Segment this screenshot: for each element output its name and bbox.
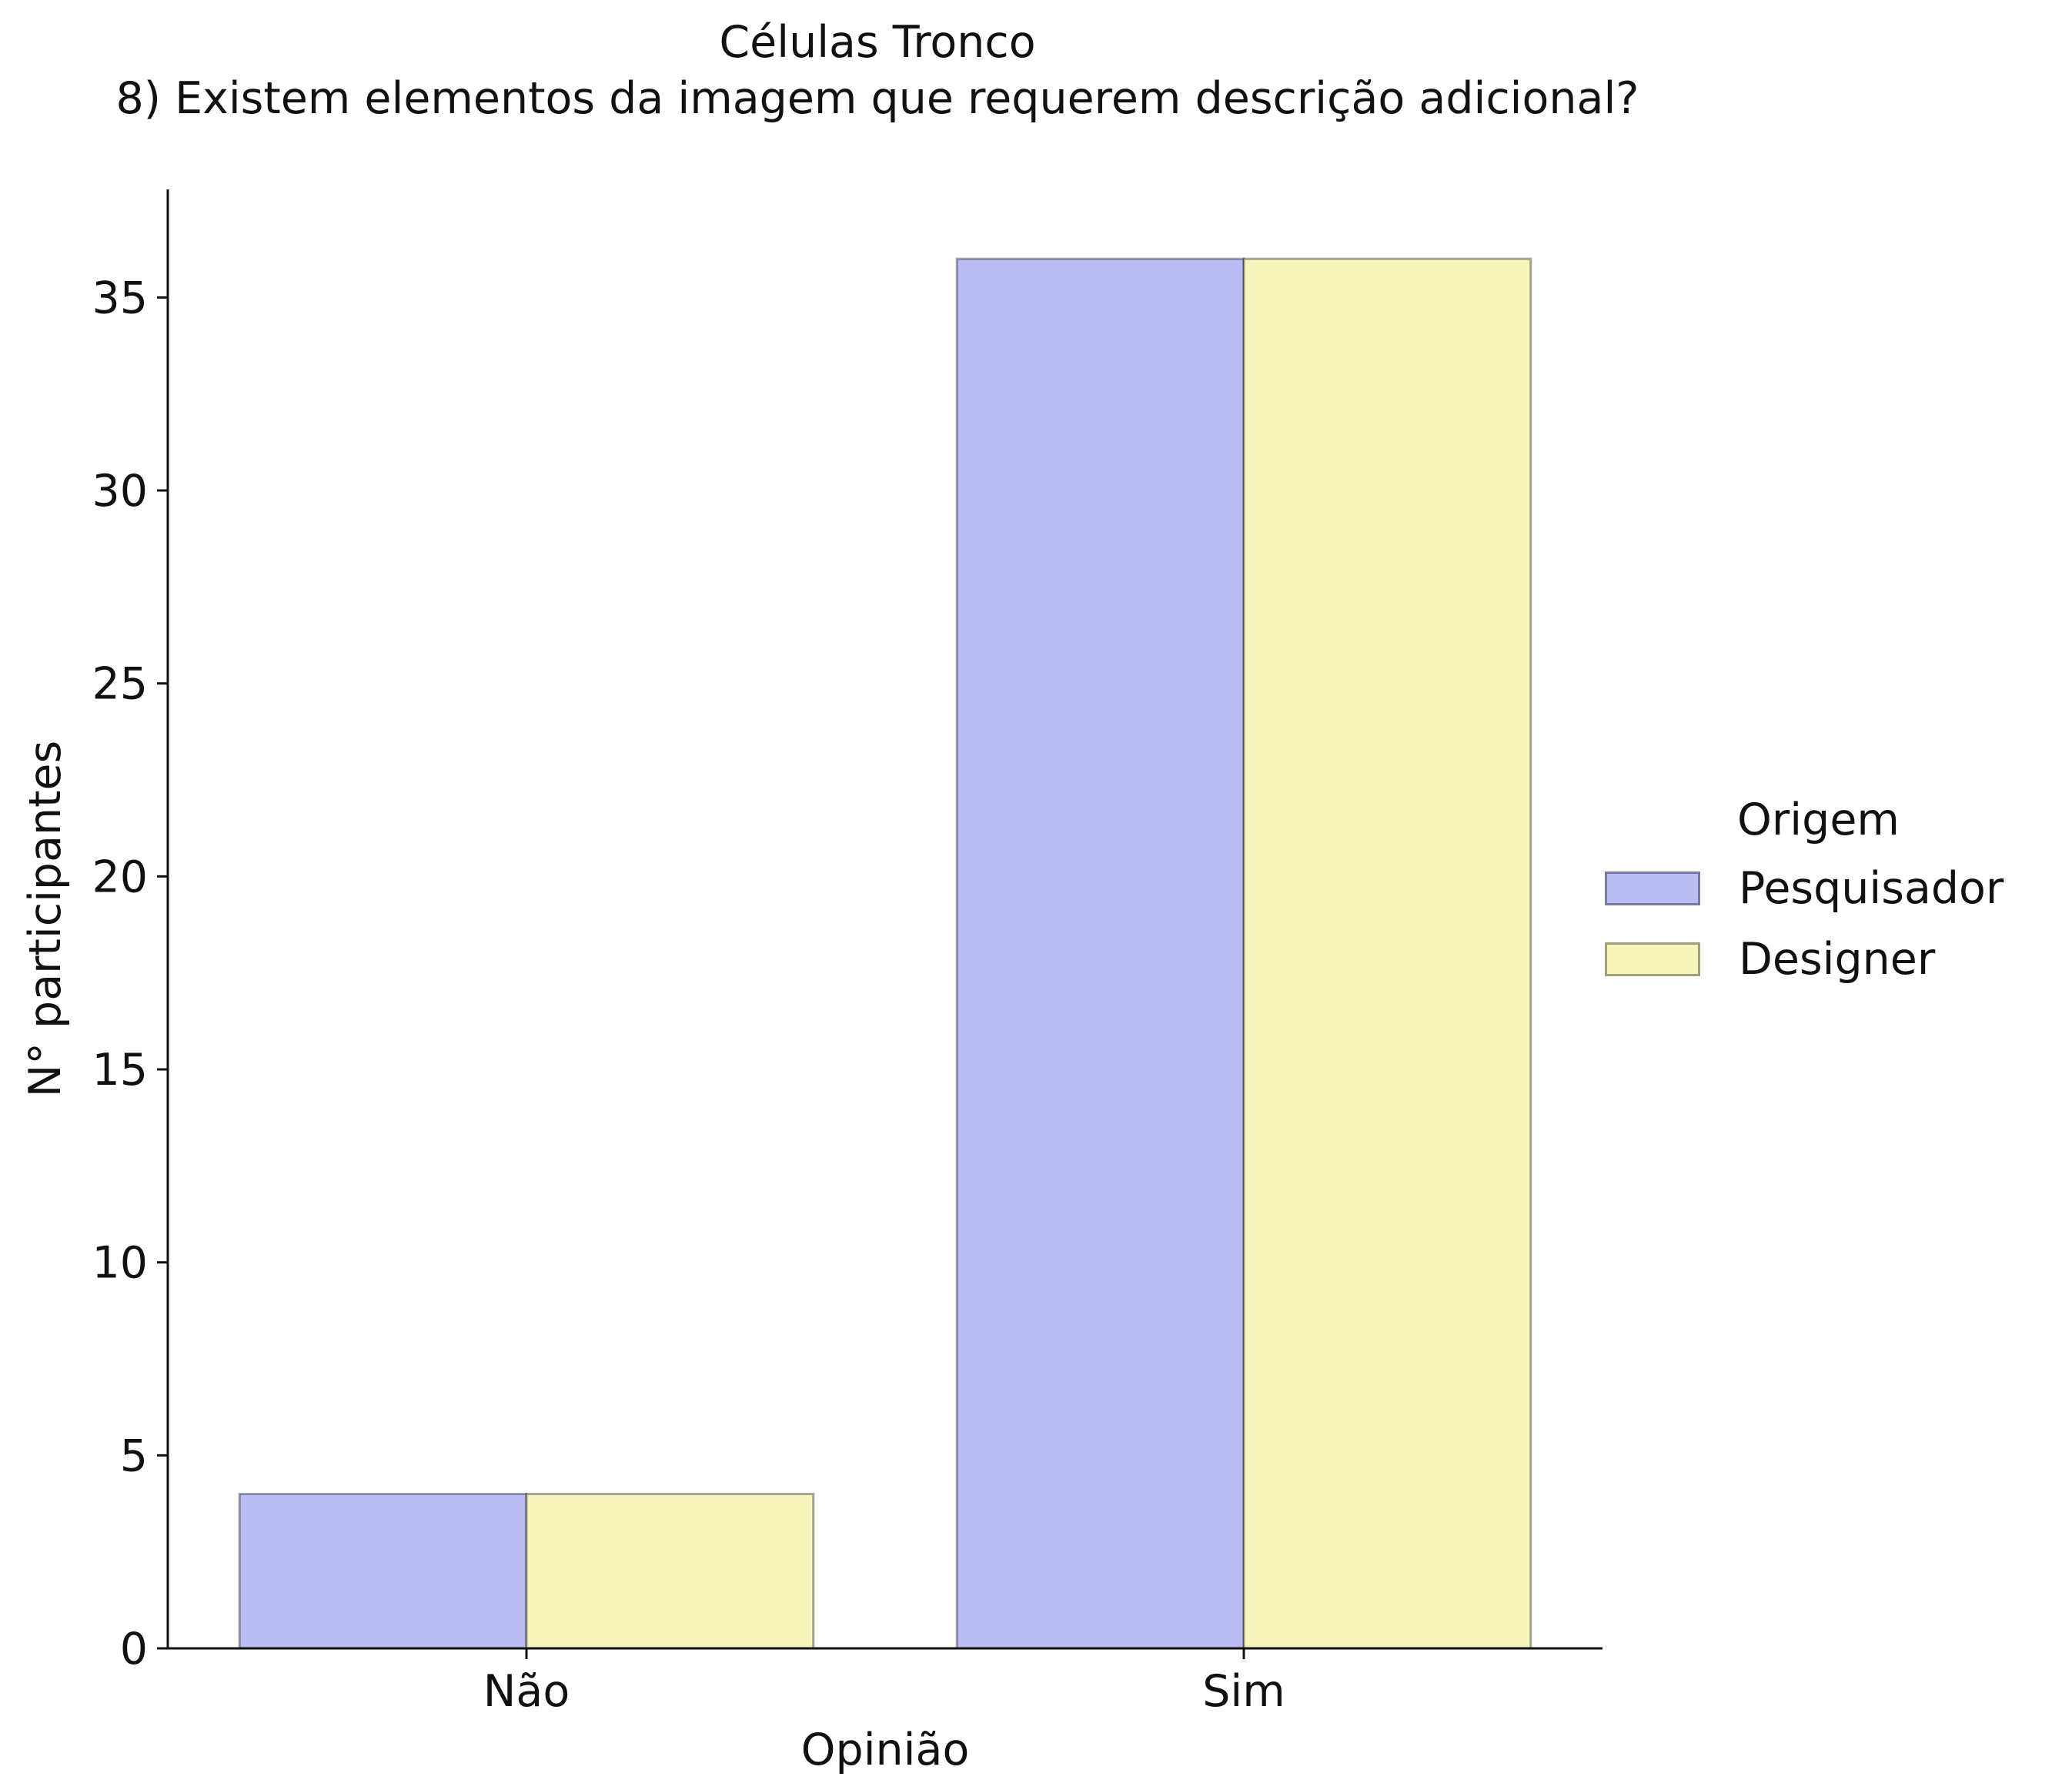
x-tick-label: Sim bbox=[1202, 1666, 1285, 1717]
y-tick-label: 0 bbox=[120, 1624, 148, 1675]
legend-label-pesquisador: Pesquisador bbox=[1739, 863, 2004, 914]
bar-designer-2 bbox=[1242, 257, 1532, 1650]
legend-title: Origem bbox=[1737, 795, 1900, 845]
chart-subtitle: 8) Existem elementos da imagem que reque… bbox=[115, 73, 1639, 124]
x-tick-label: Não bbox=[483, 1666, 570, 1717]
y-axis-ticks: 0 5 10 15 20 25 30 35 bbox=[92, 273, 168, 1675]
legend-swatch-pesquisador bbox=[1605, 872, 1700, 905]
bar-pesquisador-1 bbox=[238, 1492, 528, 1650]
legend-item-designer: Designer bbox=[1605, 924, 2003, 995]
x-axis-label: Opinião bbox=[801, 1725, 970, 1775]
chart-title: Células Tronco bbox=[719, 17, 1036, 68]
y-tick-label: 15 bbox=[92, 1045, 148, 1096]
legend-label-designer: Designer bbox=[1739, 934, 1936, 985]
y-axis-label: N° participantes bbox=[20, 741, 71, 1098]
bars-group bbox=[238, 257, 1532, 1650]
y-tick-label: 5 bbox=[120, 1430, 148, 1481]
bar-pesquisador-2 bbox=[955, 257, 1245, 1650]
legend-swatch-designer bbox=[1605, 942, 1700, 976]
legend: Origem Pesquisador Designer bbox=[1605, 795, 2003, 995]
legend-item-pesquisador: Pesquisador bbox=[1605, 853, 2003, 924]
y-tick-label: 30 bbox=[92, 466, 148, 517]
bar-designer-1 bbox=[525, 1492, 815, 1650]
y-tick-label: 20 bbox=[92, 852, 148, 902]
x-axis-ticks: Não Sim bbox=[483, 1648, 1285, 1717]
y-tick-label: 35 bbox=[92, 273, 148, 323]
y-tick-label: 25 bbox=[92, 659, 148, 710]
y-tick-label: 10 bbox=[92, 1238, 148, 1289]
